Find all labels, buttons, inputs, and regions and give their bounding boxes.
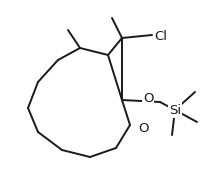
Text: Si: Si bbox=[169, 103, 181, 116]
Text: O: O bbox=[138, 121, 148, 134]
Text: O: O bbox=[143, 92, 153, 104]
Text: Cl: Cl bbox=[154, 30, 167, 43]
